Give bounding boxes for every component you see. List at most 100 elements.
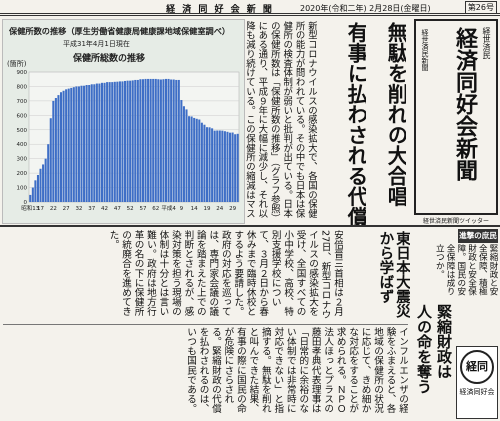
bar	[95, 83, 98, 202]
logo: 経同 経済同好会	[456, 346, 498, 419]
chart-title: 保健所数の推移（厚生労働省健康局健康課地域保健室調べ）	[8, 26, 230, 36]
x-tick-label: 57	[139, 206, 146, 212]
bar	[154, 78, 157, 202]
bar	[52, 100, 55, 202]
bar	[124, 80, 127, 202]
bar	[195, 118, 198, 202]
y-tick-label: 500	[17, 128, 28, 134]
bar	[85, 85, 88, 202]
x-tick-label: 62	[152, 206, 159, 212]
y-tick-label: 300	[17, 157, 28, 163]
bar	[39, 168, 42, 202]
side-title: 進撃の庶民	[458, 229, 498, 243]
bar	[234, 134, 237, 202]
chart-inner-title: 保健所総数の推移	[72, 52, 145, 64]
chart-box: 保健所数の推移（厚生労働省健康局健康課地域保健室調べ） 平成31年4月1日現在 …	[2, 19, 245, 224]
bar	[111, 82, 114, 202]
headline: 無駄を削れの大合唱	[384, 22, 406, 207]
bar	[144, 78, 147, 202]
bar	[170, 79, 173, 202]
headline-2: 緊縮財政は	[435, 304, 452, 379]
bar	[67, 88, 70, 202]
chart: 保健所数の推移（厚生労働省健康局健康課地域保健室調べ） 平成31年4月1日現在 …	[7, 26, 240, 212]
bar	[113, 81, 116, 202]
bar	[193, 117, 196, 202]
bar	[116, 81, 119, 202]
side-text: 緊縮財政と安全保障、積極財政と安全保障。国民の安全保障は成り立つか。	[434, 244, 498, 296]
bar	[72, 87, 75, 202]
bar	[182, 106, 185, 202]
bar	[100, 82, 104, 202]
x-tick-label: 昭和13	[21, 204, 39, 212]
x-tick-label: 24	[216, 206, 223, 212]
bar	[103, 82, 106, 202]
bar	[149, 78, 152, 202]
issue: 第26号	[464, 1, 497, 13]
bar	[49, 118, 52, 202]
date: 2020年(令和二年) 2月28日(金曜日)	[300, 4, 431, 13]
bar	[190, 116, 193, 202]
x-tick-label: 14	[191, 206, 198, 212]
bar	[200, 122, 203, 202]
bar	[65, 89, 68, 202]
bar	[83, 85, 86, 202]
paper-name: 経 済 同 好 会 新 聞	[166, 5, 274, 15]
x-tick-label: 42	[101, 206, 108, 212]
y-tick-label: 800	[17, 84, 28, 90]
bar	[98, 83, 101, 202]
bar	[175, 79, 178, 202]
bar	[108, 82, 111, 202]
bar	[198, 119, 201, 202]
bar	[121, 81, 124, 202]
chart-subtitle: 平成31年4月1日現在	[63, 39, 130, 48]
bar	[164, 78, 168, 202]
bar	[141, 79, 144, 202]
masthead-sub: 経世済民新聞	[421, 29, 429, 71]
bar	[44, 158, 47, 202]
bar	[31, 187, 34, 202]
bar	[75, 86, 78, 202]
bar	[223, 131, 226, 202]
bar	[42, 164, 45, 202]
bar	[126, 80, 129, 202]
y-tick-label: 400	[17, 142, 28, 148]
bar	[134, 79, 137, 202]
y-tick-label: 200	[17, 171, 28, 177]
bar	[106, 82, 109, 202]
bar	[231, 132, 234, 202]
bar	[70, 87, 73, 202]
bar	[139, 79, 142, 202]
headline: 有事に払わされる代償	[344, 22, 366, 227]
x-tick-label: 29	[229, 206, 236, 212]
x-tick-label: 37	[88, 206, 95, 212]
x-tick-label: 19	[203, 206, 210, 212]
bar	[177, 79, 180, 202]
bar	[36, 174, 39, 202]
bar	[185, 109, 188, 202]
bar	[80, 85, 83, 202]
bar	[211, 128, 214, 202]
article-body: 安倍晋三首相は２月27日、新型コロナウイルスの感染拡大を受け、全国すべての小中学…	[107, 230, 343, 320]
y-tick-label: 900	[17, 70, 28, 76]
bar	[213, 130, 216, 202]
y-axis-label: (箇所)	[7, 59, 27, 68]
x-tick-label: 27	[63, 206, 70, 212]
bar	[47, 144, 50, 202]
bar	[57, 95, 60, 202]
bar	[208, 127, 211, 202]
bar	[59, 92, 63, 202]
x-tick-label: 22	[50, 206, 57, 212]
masthead-tagline: 経世済民	[482, 27, 491, 59]
bar	[172, 79, 175, 202]
masthead-note: 経世済民新聞ツイッター	[422, 218, 489, 225]
masthead-name: 経済同好会新聞	[452, 27, 478, 181]
header: 経 済 同 好 会 新 聞 2020年(令和二年) 2月28日(金曜日) 第26…	[0, 0, 500, 16]
headline-2: 人の命を奪う	[415, 304, 432, 394]
bar	[159, 79, 162, 202]
bar	[157, 79, 160, 202]
bar	[77, 86, 80, 202]
article-body: インフルエンザの経験をふまえると、各地域の保健所の状況に応じて、きめ細かな対応を…	[3, 324, 408, 419]
bar	[88, 85, 91, 202]
bar	[180, 100, 183, 202]
